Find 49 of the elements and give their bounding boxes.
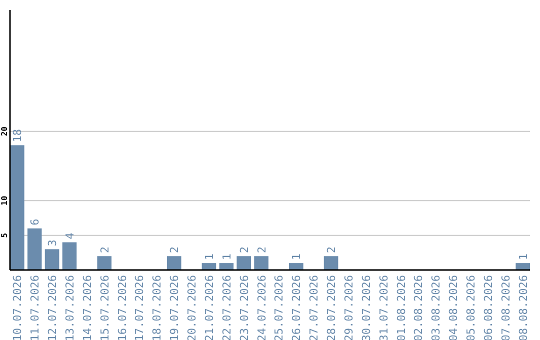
- x-tick-label: 27.07.2026: [308, 275, 321, 340]
- y-tick-label: 20: [0, 126, 9, 136]
- data-label: 1: [290, 253, 304, 260]
- bar: [166, 256, 182, 270]
- data-label: 2: [168, 246, 182, 254]
- data-label: 2: [325, 246, 338, 254]
- bar: [62, 242, 77, 270]
- bar: [10, 145, 24, 270]
- bar: [289, 263, 304, 270]
- x-tick-label: 24.07.2026: [255, 275, 268, 340]
- x-tick-label: 18.07.2026: [150, 275, 164, 340]
- x-tick-label: 14.07.2026: [80, 275, 94, 340]
- x-tick-label: 19.07.2026: [168, 275, 182, 340]
- data-label: 1: [220, 253, 234, 260]
- x-tick-label: 10.07.2026: [11, 275, 24, 340]
- x-tick-label: 20.07.2026: [186, 275, 199, 340]
- data-label: 2: [238, 246, 251, 254]
- data-label: 6: [28, 218, 42, 226]
- y-tick-label: 10: [0, 196, 9, 206]
- x-tick-label: 13.07.2026: [63, 275, 76, 340]
- x-tick-label: 22.07.2026: [220, 275, 234, 340]
- bar: [202, 263, 216, 270]
- data-label: 1: [202, 253, 216, 260]
- data-label: 4: [63, 232, 76, 240]
- bar: [236, 256, 251, 270]
- data-label: 2: [255, 246, 268, 254]
- x-tick-label: 25.07.2026: [272, 275, 286, 340]
- bar: [44, 249, 60, 270]
- x-tick-label: 11.07.2026: [28, 275, 42, 340]
- data-label: 2: [98, 246, 112, 254]
- x-tick-label: 12.07.2026: [46, 275, 60, 340]
- x-tick-label: 16.07.2026: [116, 275, 129, 340]
- y-tick-label: 5: [0, 232, 9, 238]
- data-label: 18: [11, 128, 24, 142]
- x-tick-label: 21.07.2026: [202, 275, 216, 340]
- data-label: 1: [516, 253, 530, 260]
- data-label: 3: [46, 240, 60, 246]
- bar: [219, 263, 234, 270]
- x-tick-label: 29.07.2026: [342, 275, 356, 340]
- x-tick-label: 17.07.2026: [133, 275, 146, 340]
- bar: [324, 256, 338, 270]
- x-tick-label: 23.07.2026: [238, 275, 251, 340]
- bar: [27, 228, 42, 270]
- bar: [254, 256, 268, 270]
- x-tick-label: 15.07.2026: [98, 275, 112, 340]
- x-tick-label: 26.07.2026: [290, 275, 304, 340]
- x-tick-label: 28.07.2026: [325, 275, 338, 340]
- bar: [516, 263, 530, 270]
- bar: [97, 256, 112, 270]
